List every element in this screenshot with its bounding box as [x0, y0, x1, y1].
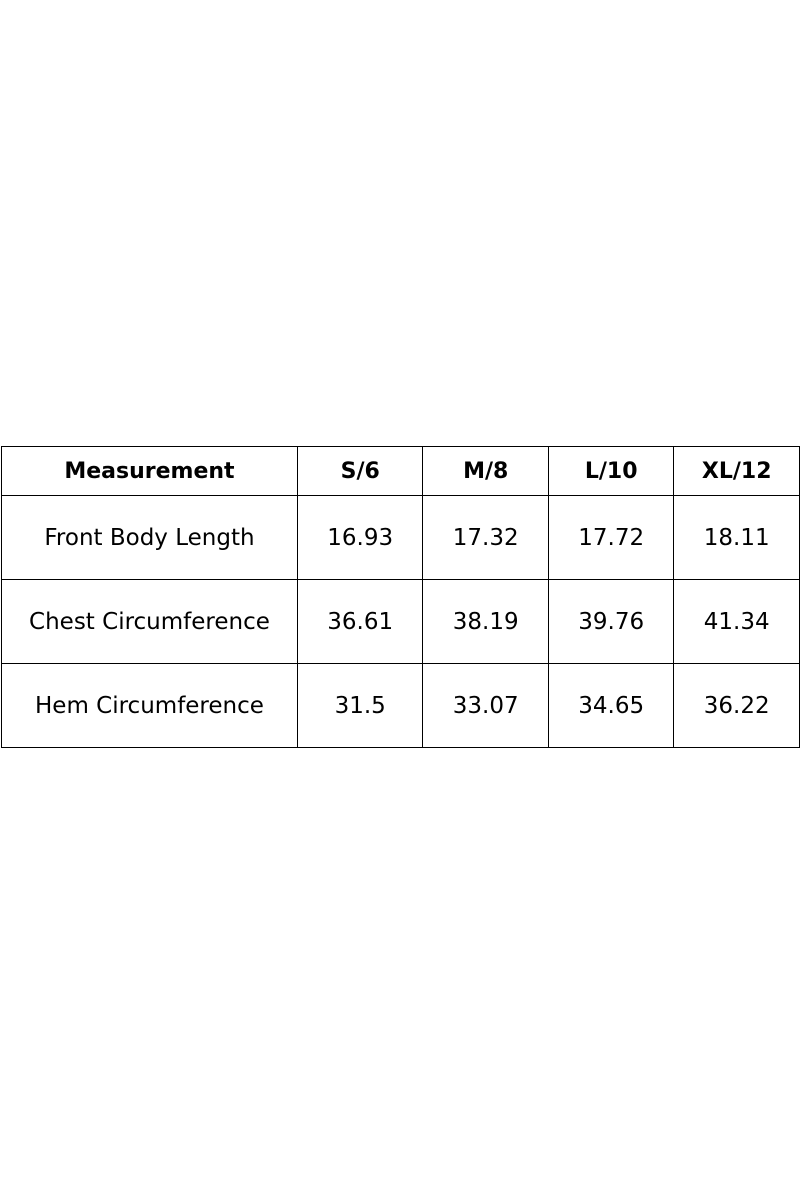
table-cell: 18.11 [673, 495, 800, 580]
table-cell: 31.5 [296, 663, 424, 748]
table-cell: 36.22 [673, 663, 800, 748]
table-cell: Front Body Length [1, 495, 298, 580]
table-cell: 34.65 [547, 663, 675, 748]
table-cell: 38.19 [422, 579, 549, 664]
header-cell: S/6 [296, 446, 424, 496]
table-cell: 17.32 [422, 495, 549, 580]
table-cell: 39.76 [547, 579, 675, 664]
header-cell: M/8 [422, 446, 549, 496]
header-cell: L/10 [547, 446, 675, 496]
header-row: Measurement S/6 M/8 L/10 XL/12 [1, 446, 800, 496]
table-row: Chest Circumference 36.61 38.19 39.76 41.34 [1, 579, 800, 664]
table-cell: 17.72 [547, 495, 675, 580]
table-cell: 16.93 [296, 495, 424, 580]
table-cell: 33.07 [422, 663, 549, 748]
size-table: Measurement S/6 M/8 L/10 XL/12 Front Body Le… [1, 446, 800, 748]
table-cell: 41.34 [673, 579, 800, 664]
header-cell: XL/12 [673, 446, 800, 496]
table-cell: Hem Circumference [1, 663, 298, 748]
table-cell: Chest Circumference [1, 579, 298, 664]
header-cell: Measurement [1, 446, 298, 496]
table-cell: 36.61 [296, 579, 424, 664]
table-row: Front Body Length 16.93 17.32 17.72 18.11 [1, 495, 800, 580]
table-row: Hem Circumference 31.5 33.07 34.65 36.22 [1, 663, 800, 748]
